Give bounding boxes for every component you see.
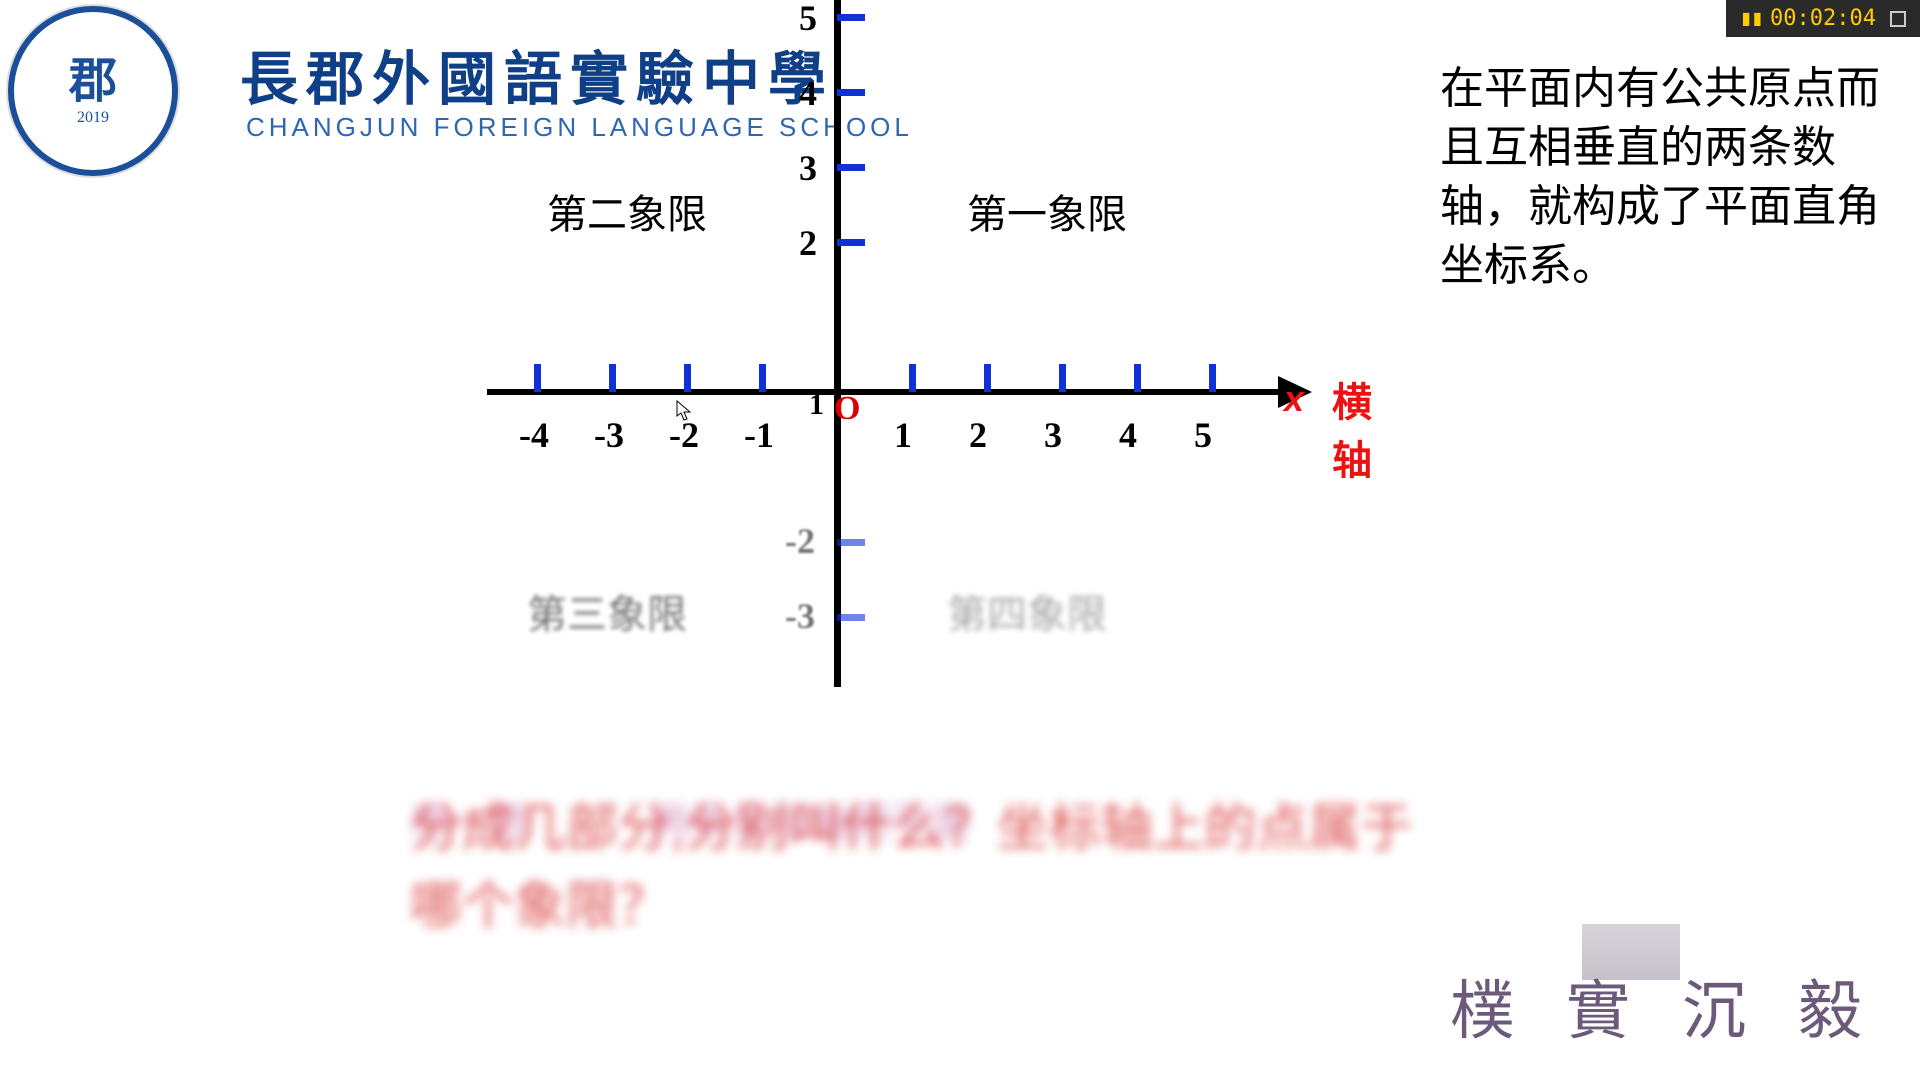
x-tick — [1059, 364, 1066, 392]
x-tick-label: -4 — [519, 414, 549, 456]
origin-one: 1 — [809, 388, 824, 422]
x-tick — [534, 364, 541, 392]
y-tick — [837, 164, 865, 171]
school-motto: 樸 實 沉 毅 — [1450, 960, 1880, 1052]
logo-year: 2019 — [69, 109, 117, 127]
y-tick — [837, 239, 865, 246]
x-tick-label: -3 — [594, 414, 624, 456]
pause-icon: ▮▮ — [1740, 6, 1763, 31]
x-tick — [609, 364, 616, 392]
x-axis-word: 横轴 — [1332, 370, 1372, 486]
quadrant-2: 第二象限 — [547, 182, 707, 240]
x-tick-label: -1 — [744, 414, 774, 456]
x-letter: x — [1284, 378, 1304, 420]
logo-char: 郡 — [69, 56, 117, 109]
y-tick — [837, 614, 865, 621]
timer-value: 00:02:04 — [1770, 6, 1876, 31]
y-axis-line — [834, 0, 841, 687]
y-tick-label: 3 — [799, 147, 817, 189]
y-tick-label: -3 — [785, 595, 815, 637]
quadrant-3: 第三象限 — [527, 582, 687, 640]
coordinate-diagram: -4-3-2-1123455432-2-3O1x横轴y纵轴第一象限第二象限第三象… — [480, 108, 1320, 748]
logo-inner: 郡 2019 — [69, 56, 117, 126]
quadrant-4: 第四象限 — [947, 582, 1107, 640]
school-logo: 郡 2019 — [8, 6, 178, 176]
origin-label: O — [834, 390, 860, 428]
stop-icon — [1890, 11, 1906, 27]
x-tick-label: 5 — [1194, 414, 1212, 456]
y-tick-label: 2 — [799, 222, 817, 264]
x-tick-label: 1 — [894, 414, 912, 456]
slide-root: ▮▮ 00:02:04 郡 2019 長郡外國語實驗中學 CHANGJUN FO… — [0, 0, 1920, 1080]
y-tick — [837, 89, 865, 96]
x-tick — [984, 364, 991, 392]
recording-timer: ▮▮ 00:02:04 — [1726, 0, 1920, 37]
mouse-cursor-icon — [676, 400, 692, 422]
y-tick — [837, 539, 865, 546]
x-tick — [1209, 364, 1216, 392]
y-tick — [837, 14, 865, 21]
y-tick-label: -2 — [785, 520, 815, 562]
x-axis-line — [487, 389, 1282, 395]
x-tick — [1134, 364, 1141, 392]
x-tick-label: 3 — [1044, 414, 1062, 456]
x-tick — [909, 364, 916, 392]
y-tick-label: 5 — [799, 0, 817, 39]
x-tick — [684, 364, 691, 392]
quadrant-1: 第一象限 — [967, 182, 1127, 240]
school-name-cn: 長郡外國語實驗中學 — [240, 32, 834, 116]
definition-text: 在平面内有公共原点而且互相垂直的两条数轴，就构成了平面直角坐标系。 — [1440, 60, 1880, 296]
x-tick-label: 2 — [969, 414, 987, 456]
question-text: 分成几部分,分别叫什么？坐标轴上的点属于哪个象限？ — [410, 790, 1460, 946]
y-tick-label: 4 — [799, 72, 817, 114]
x-tick — [759, 364, 766, 392]
x-tick-label: 4 — [1119, 414, 1137, 456]
